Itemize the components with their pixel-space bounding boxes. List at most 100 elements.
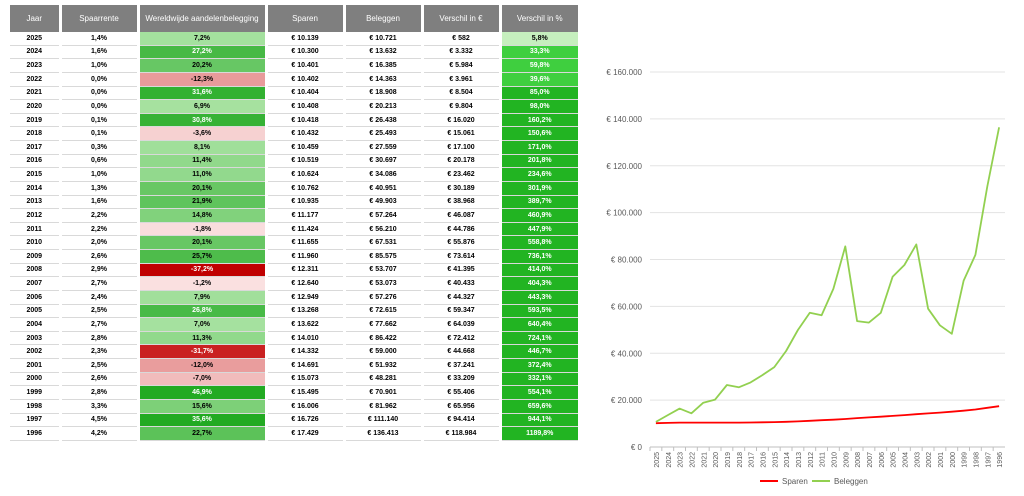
- cell-spaarrente: 0,0%: [60, 72, 140, 87]
- x-tick-label: 2000: [950, 452, 957, 468]
- cell-beleggen: € 59.000: [344, 344, 424, 359]
- header-sparen: Sparen: [266, 5, 346, 32]
- cell-jaar: 2023: [10, 58, 62, 73]
- cell-sparen: € 14.691: [266, 358, 346, 373]
- cell-verschil-euro: € 41.395: [422, 263, 502, 278]
- cell-sparen: € 10.401: [266, 58, 346, 73]
- header-beleggen: Beleggen: [344, 5, 424, 32]
- cell-spaarrente: 2,7%: [60, 276, 140, 291]
- x-tick-label: 2009: [843, 452, 850, 468]
- cell-jaar: 2019: [10, 113, 62, 128]
- cell-sparen: € 10.459: [266, 140, 346, 155]
- cell-verschil-euro: € 9.804: [422, 99, 502, 114]
- cell-spaarrente: 2,9%: [60, 263, 140, 278]
- cell-spaarrente: 3,3%: [60, 399, 140, 414]
- cell-sparen: € 11.177: [266, 208, 346, 223]
- cell-verschil-euro: € 37.241: [422, 358, 502, 373]
- cell-spaarrente: 2,8%: [60, 331, 140, 346]
- cell-jaar: 2024: [10, 45, 62, 60]
- cell-belegging-return: 11,4%: [138, 154, 268, 169]
- cell-verschil-euro: € 55.406: [422, 385, 502, 400]
- x-tick-label: 2005: [891, 452, 898, 468]
- cell-verschil-pct: 160,2%: [500, 113, 578, 128]
- table-row: 2000 2,6% -7,0% € 15.073 € 48.281 € 33.209 332…: [10, 372, 578, 387]
- x-tick-label: 1998: [973, 452, 980, 468]
- cell-verschil-pct: 372,4%: [500, 358, 578, 373]
- cell-verschil-euro: € 118.984: [422, 426, 502, 441]
- x-tick-label: 2021: [701, 452, 708, 468]
- cell-jaar: 2010: [10, 235, 62, 250]
- cell-jaar: 2011: [10, 222, 62, 237]
- cell-beleggen: € 25.493: [344, 126, 424, 141]
- cell-spaarrente: 1,3%: [60, 181, 140, 196]
- cell-verschil-pct: 659,6%: [500, 399, 578, 414]
- cell-sparen: € 10.624: [266, 167, 346, 182]
- cell-beleggen: € 56.210: [344, 222, 424, 237]
- cell-belegging-return: -1,8%: [138, 222, 268, 237]
- x-tick-label: 1996: [997, 452, 1004, 468]
- cell-beleggen: € 81.962: [344, 399, 424, 414]
- y-tick-label: € 80.000: [611, 256, 643, 265]
- series-line-sparen: [655, 405, 1000, 425]
- x-tick-label: 2001: [938, 452, 945, 468]
- cell-sparen: € 10.432: [266, 126, 346, 141]
- cell-verschil-pct: 39,6%: [500, 72, 578, 87]
- cell-sparen: € 15.495: [266, 385, 346, 400]
- x-tick-label: 2012: [808, 452, 815, 468]
- x-tick-label: 1999: [962, 452, 969, 468]
- cell-sparen: € 14.332: [266, 344, 346, 359]
- cell-sparen: € 10.402: [266, 72, 346, 87]
- cell-jaar: 2025: [10, 32, 62, 46]
- table-row: 2022 0,0% -12,3% € 10.402 € 14.363 € 3.961 39,…: [10, 72, 578, 87]
- cell-verschil-pct: 389,7%: [500, 195, 578, 210]
- cell-spaarrente: 2,3%: [60, 344, 140, 359]
- cell-verschil-pct: 201,8%: [500, 154, 578, 169]
- cell-belegging-return: 6,9%: [138, 99, 268, 114]
- cell-sparen: € 14.010: [266, 331, 346, 346]
- table-row: 2004 2,7% 7,0% € 13.622 € 77.662 € 64.039 640,…: [10, 317, 578, 332]
- cell-beleggen: € 67.531: [344, 235, 424, 250]
- cell-verschil-pct: 98,0%: [500, 99, 578, 114]
- cell-verschil-euro: € 3.332: [422, 45, 502, 60]
- cell-spaarrente: 0,1%: [60, 126, 140, 141]
- savings-vs-investing-chart: € 0 € 20.000 € 40.000 € 60.000 € 80.000 € 100…: [606, 68, 1005, 486]
- cell-verschil-pct: 5,8%: [500, 32, 578, 46]
- cell-jaar: 1999: [10, 385, 62, 400]
- cell-verschil-pct: 554,1%: [500, 385, 578, 400]
- legend-label-sparen: Sparen: [782, 477, 808, 486]
- cell-beleggen: € 111.140: [344, 413, 424, 428]
- x-tick-label: 2018: [737, 452, 744, 468]
- cell-spaarrente: 2,2%: [60, 222, 140, 237]
- cell-belegging-return: 7,0%: [138, 317, 268, 332]
- cell-belegging-return: 22,7%: [138, 426, 268, 441]
- table-row: 2023 1,0% 20,2% € 10.401 € 16.385 € 5.984 59,8…: [10, 58, 578, 73]
- cell-jaar: 2001: [10, 358, 62, 373]
- cell-verschil-euro: € 15.061: [422, 126, 502, 141]
- x-tick-label: 2015: [772, 452, 779, 468]
- cell-spaarrente: 0,6%: [60, 154, 140, 169]
- cell-verschil-pct: 944,1%: [500, 413, 578, 428]
- cell-beleggen: € 51.932: [344, 358, 424, 373]
- cell-verschil-euro: € 46.087: [422, 208, 502, 223]
- cell-jaar: 2012: [10, 208, 62, 223]
- cell-beleggen: € 27.559: [344, 140, 424, 155]
- table-row: 2008 2,9% -37,2% € 12.311 € 53.707 € 41.395 41…: [10, 263, 578, 278]
- cell-jaar: 1998: [10, 399, 62, 414]
- cell-belegging-return: 46,9%: [138, 385, 268, 400]
- cell-verschil-pct: 443,3%: [500, 290, 578, 305]
- cell-spaarrente: 2,8%: [60, 385, 140, 400]
- cell-belegging-return: 15,6%: [138, 399, 268, 414]
- cell-jaar: 2022: [10, 72, 62, 87]
- cell-belegging-return: -12,0%: [138, 358, 268, 373]
- cell-verschil-pct: 1189,8%: [500, 426, 578, 441]
- header-jaar: Jaar: [10, 5, 62, 32]
- table-row: 2019 0,1% 30,8% € 10.418 € 26.438 € 16.020 160…: [10, 113, 578, 128]
- cell-beleggen: € 16.385: [344, 58, 424, 73]
- cell-beleggen: € 40.951: [344, 181, 424, 196]
- cell-verschil-euro: € 38.968: [422, 195, 502, 210]
- cell-verschil-pct: 447,9%: [500, 222, 578, 237]
- cell-belegging-return: 26,8%: [138, 304, 268, 319]
- cell-jaar: 2003: [10, 331, 62, 346]
- cell-spaarrente: 4,2%: [60, 426, 140, 441]
- cell-sparen: € 15.073: [266, 372, 346, 387]
